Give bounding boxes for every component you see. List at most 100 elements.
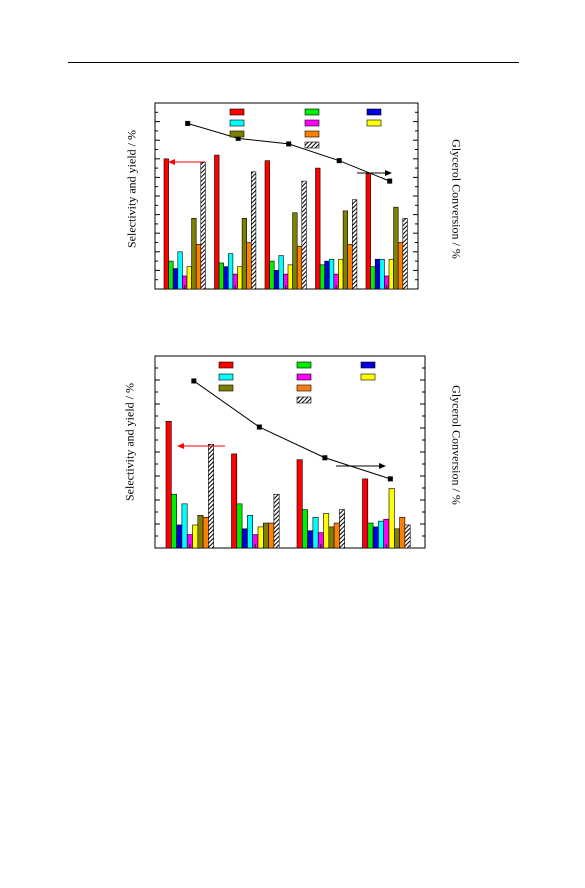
- bar-series-4: [379, 258, 385, 290]
- bar-series-2: [168, 260, 174, 290]
- legend-swatch-3: [366, 108, 382, 116]
- legend-swatch-1: [229, 108, 245, 116]
- bar-series-2: [218, 262, 225, 290]
- bar-series-2: [319, 264, 326, 290]
- bar-series-9: [301, 180, 307, 290]
- legend-swatch-8: [304, 130, 320, 138]
- bar-series-1: [163, 158, 169, 290]
- bar-series-8: [195, 244, 202, 290]
- bar-series-3: [241, 528, 248, 549]
- bar-series-9: [208, 444, 214, 549]
- bar-series-8: [397, 242, 404, 290]
- legend-swatch-9: [296, 396, 312, 404]
- bar-series-6: [237, 266, 243, 290]
- right-axis-arrow-head: [379, 463, 386, 469]
- chart-2: [154, 355, 426, 549]
- bar-series-2: [171, 493, 177, 549]
- page-header-rule: [68, 62, 519, 63]
- bar-series-4: [328, 258, 335, 290]
- legend-swatch-5: [296, 373, 312, 381]
- bar-series-6: [192, 524, 199, 549]
- bar-series-6: [388, 488, 395, 549]
- bar-series-1: [362, 478, 369, 549]
- conversion-point: [322, 455, 328, 461]
- legend-swatch-7: [229, 130, 245, 138]
- bar-series-6: [186, 266, 192, 290]
- bar-series-9: [402, 218, 408, 290]
- bar-series-6: [323, 513, 330, 549]
- left-axis-arrow-head: [177, 443, 184, 449]
- bar-series-6: [338, 258, 344, 290]
- conversion-point: [336, 158, 342, 164]
- conversion-point: [286, 141, 292, 147]
- bar-series-3: [307, 530, 314, 549]
- legend-swatch-4: [218, 373, 234, 381]
- bar-series-6: [287, 264, 293, 290]
- bar-series-9: [339, 509, 345, 549]
- legend-swatch-5: [304, 119, 320, 127]
- bar-series-6: [388, 258, 394, 290]
- bar-series-9: [273, 493, 280, 549]
- bar-series-1: [365, 173, 371, 290]
- bar-series-2: [301, 509, 308, 549]
- bar-series-4: [228, 253, 234, 290]
- bar-series-8: [202, 516, 209, 549]
- bar-series-3: [374, 258, 381, 290]
- bar-series-1: [264, 160, 270, 290]
- bar-series-5: [383, 518, 390, 549]
- legend-swatch-1: [218, 361, 234, 369]
- bar-series-3: [172, 268, 179, 290]
- conversion-point: [256, 424, 262, 430]
- bar-series-2: [367, 522, 374, 549]
- legend-swatch-3: [360, 361, 376, 369]
- bar-series-2: [269, 260, 275, 290]
- bar-series-8: [333, 522, 340, 549]
- bar-series-7: [241, 218, 248, 290]
- bar-series-3: [223, 266, 229, 290]
- bar-series-9: [251, 171, 257, 290]
- bar-series-7: [393, 206, 399, 290]
- bar-series-9: [351, 199, 358, 290]
- legend-swatch-6: [366, 119, 382, 127]
- conversion-point: [185, 120, 191, 126]
- bar-series-7: [197, 515, 204, 549]
- bar-series-7: [393, 528, 400, 549]
- bar-series-8: [399, 516, 406, 549]
- bar-series-8: [347, 244, 353, 290]
- bar-series-8: [268, 522, 275, 549]
- conversion-point: [191, 378, 197, 384]
- bar-series-2: [370, 266, 376, 290]
- bar-series-7: [328, 526, 335, 549]
- legend-swatch-7: [218, 384, 234, 392]
- bar-series-9: [200, 162, 206, 290]
- bar-series-4: [278, 255, 284, 290]
- bar-series-2: [236, 503, 243, 549]
- bar-series-3: [372, 526, 379, 549]
- legend-swatch-2: [296, 361, 312, 369]
- bar-series-9: [404, 524, 411, 549]
- bar-series-1: [296, 459, 303, 549]
- bar-series-4: [247, 515, 253, 549]
- bar-series-1: [231, 453, 238, 549]
- bar-series-7: [262, 522, 269, 549]
- legend-swatch-8: [296, 384, 312, 392]
- right-axis-arrow-head: [385, 170, 392, 176]
- bar-series-6: [257, 526, 264, 549]
- chart-1: [154, 102, 419, 290]
- legend-swatch-4: [229, 119, 245, 127]
- bar-series-7: [342, 210, 349, 290]
- left-axis-arrow-head: [168, 159, 175, 165]
- bar-series-1: [315, 167, 321, 290]
- conversion-point: [235, 135, 241, 141]
- bar-series-3: [176, 524, 183, 549]
- conversion-line: [193, 380, 391, 480]
- legend-swatch-9: [304, 141, 320, 149]
- conversion-point: [387, 476, 393, 482]
- legend-swatch-6: [360, 373, 376, 381]
- bar-series-1: [214, 154, 220, 290]
- bar-series-1: [165, 420, 172, 549]
- bar-series-7: [292, 212, 298, 290]
- bar-series-8: [246, 242, 252, 290]
- bar-series-3: [324, 260, 330, 290]
